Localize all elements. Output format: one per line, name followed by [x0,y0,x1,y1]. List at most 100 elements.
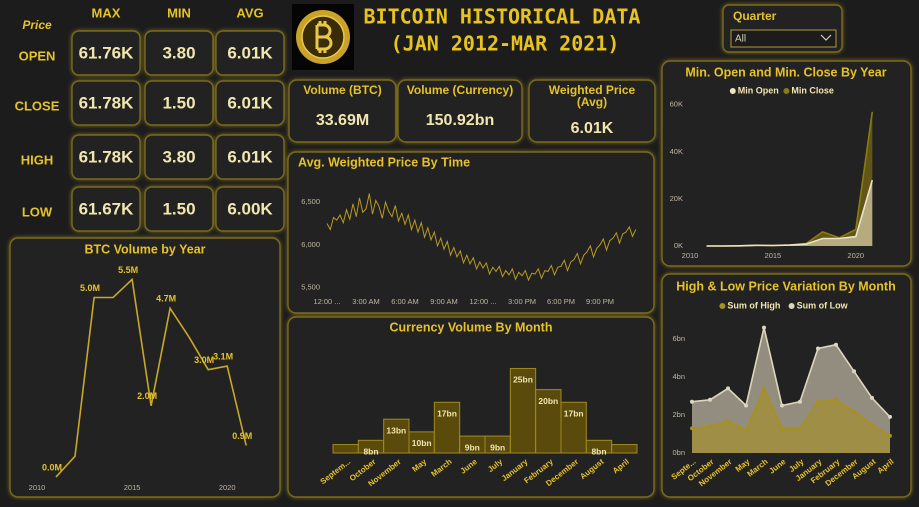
y-tick-label: 4bn [672,372,685,381]
column-header: MAX [92,5,121,20]
marker [744,403,748,408]
step-bar [509,367,537,454]
x-tick-label: 12:00 ... [469,297,496,306]
x-tick-label: 2020 [219,483,236,492]
x-tick-label: 2010 [29,483,46,492]
data-label: 25bn [513,375,533,385]
data-label: 8bn [591,447,606,457]
line [326,193,637,282]
cell-value: 3.80 [162,43,195,62]
marker [870,422,874,427]
marker [690,399,694,404]
x-tick-label: 12:00 ... [313,297,340,306]
table-cell [71,134,141,180]
marker [870,395,874,400]
y-tick-label: 60K [670,100,683,109]
table-cell [71,80,141,126]
panel [661,60,912,267]
kpi-card [288,79,397,143]
card-value: 6.01K [571,120,614,137]
table-corner: Price [22,18,52,32]
bitcoin-symbol [315,21,333,53]
marker [834,342,838,347]
dropdown-value[interactable]: All [735,34,746,45]
marker [726,418,730,423]
data-label: 0.0M [42,462,62,472]
x-tick-label: 9:00 AM [430,297,458,306]
marker [888,414,892,419]
data-label: 0.9M [232,431,252,441]
card-label: Volume (BTC) [303,83,381,97]
row-label: CLOSE [15,98,60,113]
cell-value: 1.50 [162,93,195,112]
marker [780,426,784,431]
line [55,277,247,478]
x-tick-label: 2015 [124,483,141,492]
marker [798,426,802,431]
table-cell [144,134,214,180]
dropdown-chevron[interactable] [820,34,832,41]
slicer-dropdown[interactable]: All [730,29,837,48]
y-tick-label: 0bn [672,448,685,457]
chart-title: Avg. Weighted Price By Time [298,155,470,169]
data-label: 10bn [412,438,432,448]
x-tick-label: 6:00 PM [547,297,575,306]
chart-title: High & Low Price Variation By Month [676,279,895,293]
cell-value: 6.01K [227,43,273,62]
marker [888,433,892,438]
y-tick-label: 2bn [672,410,685,419]
marker [816,399,820,404]
step-bar [611,444,638,454]
y-tick-label: 0K [674,241,683,250]
marker [780,403,784,408]
column-header: MIN [167,5,191,20]
legend-label: Sum of Low [797,300,849,310]
marker [726,386,730,391]
row-label: HIGH [21,152,54,167]
data-label: 20bn [538,396,558,406]
marker [708,424,712,429]
marker [762,386,766,391]
legend-label: Sum of High [727,300,780,310]
data-label: 3.1M [213,351,233,361]
area-line [691,327,891,418]
data-label: 3.0M [194,355,214,365]
data-label: 2.0M [137,391,157,401]
marker [762,325,766,330]
card-value: 33.69M [316,112,369,129]
x-tick-label: 3:00 PM [508,297,536,306]
area-line [706,179,874,247]
x-tick-label: 9:00 PM [586,297,614,306]
area [692,388,890,453]
dropdown-box[interactable] [730,29,837,48]
table-cell [215,30,285,76]
chart-title: BTC Volume by Year [84,242,205,256]
table-cell [215,80,285,126]
table-cell [144,186,214,232]
x-tick-label: 2010 [682,251,699,260]
area-line [691,386,891,437]
y-tick-label: 6bn [672,334,685,343]
marker [744,428,748,433]
row-label: OPEN [19,48,56,63]
marker [834,397,838,402]
legend-swatch [719,303,726,309]
table-cell [71,30,141,76]
table-cell [71,186,141,232]
kpi-card [397,79,523,143]
card-label: Volume (Currency) [407,83,513,97]
data-label: 5.0M [80,283,100,293]
data-label: 9bn [490,442,505,452]
legend-label: Min Open [738,85,779,95]
cell-value: 6.00K [227,199,273,218]
cell-value: 6.01K [227,93,273,112]
table-cell [215,134,285,180]
card-label: Weighted Price (Avg) [549,83,636,109]
card-label-line: Weighted Price [549,83,636,97]
area [706,111,873,246]
table-cell [215,186,285,232]
y-tick-label: 40K [670,147,683,156]
marker [708,397,712,402]
y-tick-label: 6,000 [301,240,320,249]
